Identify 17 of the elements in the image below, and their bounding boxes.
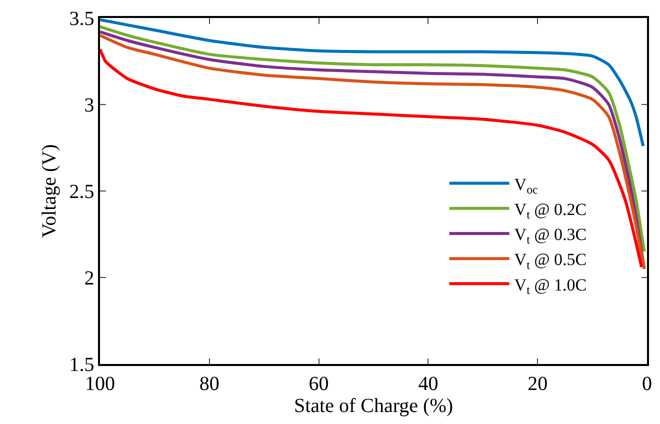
legend-label: V$_{t}$ @ 0.5C: [514, 250, 587, 272]
y-tick-label: 3.5: [69, 8, 94, 30]
y-tick-label: 3: [84, 94, 94, 116]
y-tick-label: 2.5: [69, 181, 94, 203]
y-axis-title: Voltage (V): [38, 144, 60, 238]
x-tick-label: 40: [418, 372, 438, 395]
x-tick-label: 0: [642, 372, 652, 395]
x-axis-title: State of Charge (%): [294, 394, 454, 417]
legend-label: V$_{oc}$: [514, 174, 538, 196]
legend-label: V$_{t}$ @ 0.2C: [514, 200, 587, 222]
x-tick-label: 60: [308, 372, 329, 395]
legend-label: V$_{t}$ @ 1.0C: [514, 275, 587, 297]
y-tick-label: 2: [84, 268, 94, 290]
line-series: [100, 18, 645, 148]
legend-label: V$_{t}$ @ 0.3C: [514, 225, 587, 247]
x-tick-label: 80: [199, 372, 220, 395]
x-tick-label: 20: [528, 372, 548, 395]
